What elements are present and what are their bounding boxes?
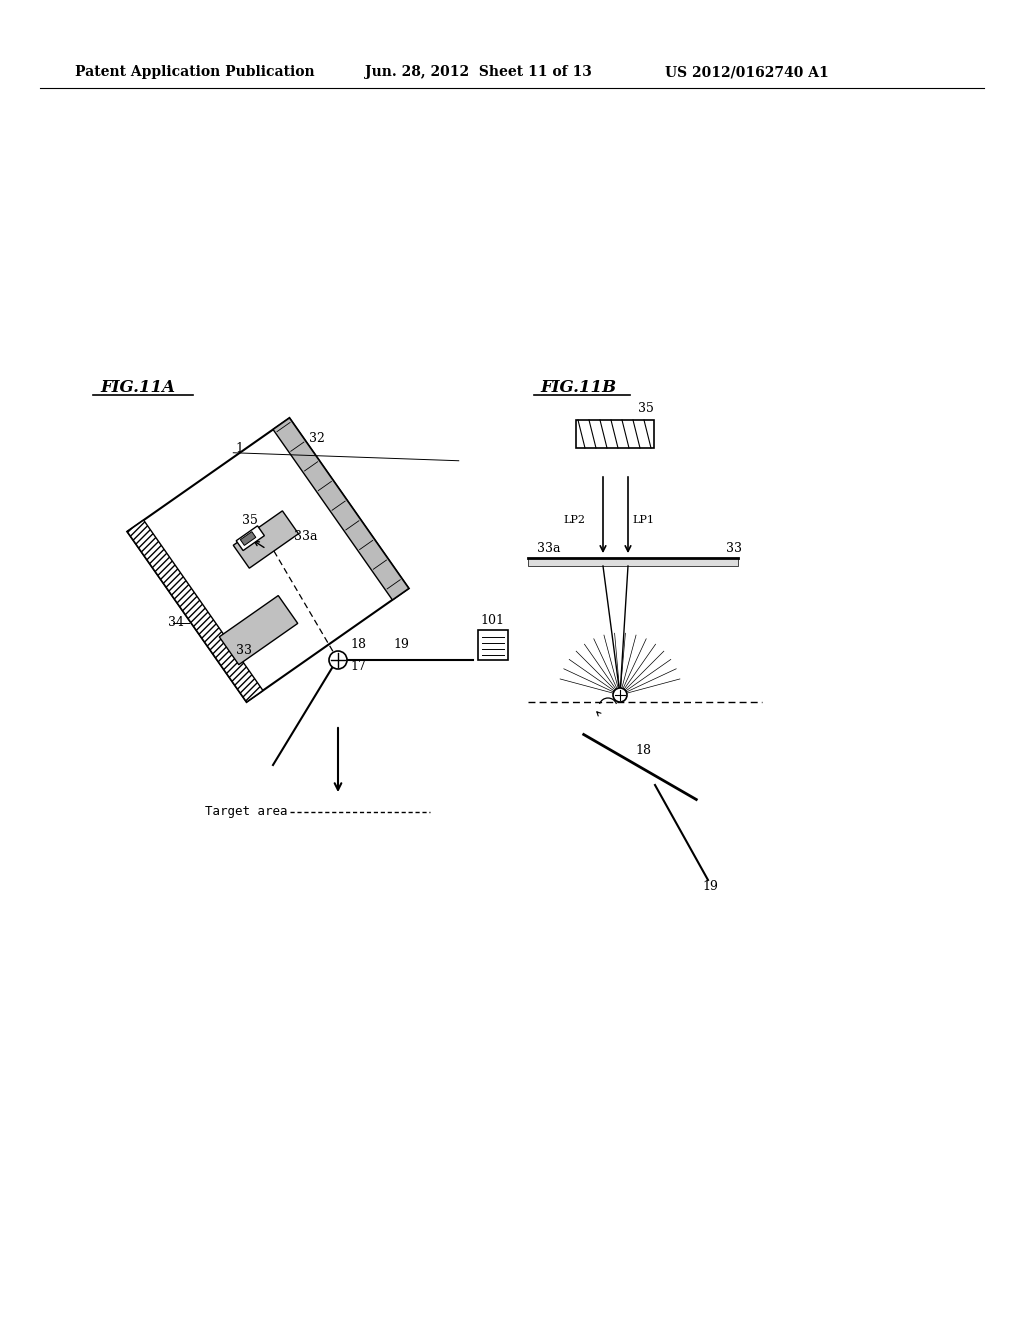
Text: 33: 33: [237, 644, 252, 656]
Text: 18: 18: [635, 743, 651, 756]
Text: 18: 18: [350, 638, 366, 651]
Polygon shape: [219, 595, 298, 665]
Text: US 2012/0162740 A1: US 2012/0162740 A1: [665, 65, 828, 79]
Polygon shape: [273, 418, 409, 599]
Text: 33a: 33a: [294, 529, 317, 543]
Text: LP2: LP2: [563, 515, 585, 525]
Text: 35: 35: [638, 403, 654, 414]
Circle shape: [613, 688, 627, 702]
Text: 1: 1: [236, 442, 244, 455]
Polygon shape: [127, 520, 263, 702]
Text: Patent Application Publication: Patent Application Publication: [75, 65, 314, 79]
Polygon shape: [241, 532, 256, 545]
Text: Target area: Target area: [205, 805, 288, 818]
Polygon shape: [233, 511, 298, 568]
Text: 17: 17: [350, 660, 366, 672]
Text: FIG.11B: FIG.11B: [540, 380, 616, 396]
Text: LP1: LP1: [632, 515, 654, 525]
Text: 19: 19: [393, 639, 409, 652]
Text: Jun. 28, 2012  Sheet 11 of 13: Jun. 28, 2012 Sheet 11 of 13: [365, 65, 592, 79]
Text: 34: 34: [168, 616, 183, 630]
Text: 101: 101: [480, 615, 504, 627]
Bar: [575, 420, 654, 447]
Bar: [478, 630, 508, 660]
Text: 19: 19: [702, 880, 718, 894]
Circle shape: [329, 651, 347, 669]
Text: 32: 32: [309, 432, 325, 445]
Text: FIG.11A: FIG.11A: [100, 380, 175, 396]
Text: 33a: 33a: [537, 541, 560, 554]
Polygon shape: [237, 525, 264, 550]
Bar: [528, 558, 738, 566]
Text: 35: 35: [243, 513, 258, 527]
Polygon shape: [127, 418, 409, 702]
Text: 33: 33: [726, 541, 742, 554]
